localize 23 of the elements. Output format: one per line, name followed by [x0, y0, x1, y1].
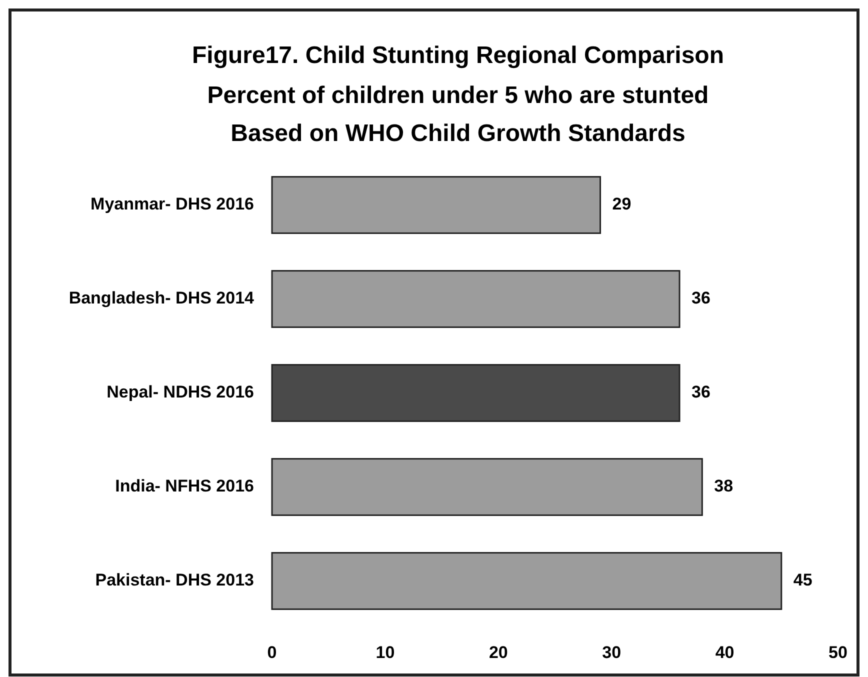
- x-tick-label: 20: [488, 643, 508, 662]
- data-label: 29: [612, 194, 632, 214]
- data-label: 36: [692, 288, 710, 308]
- bar: [271, 270, 680, 328]
- x-tick-label: 0: [267, 643, 277, 662]
- y-tick-label: Pakistan- DHS 2013: [95, 570, 254, 590]
- x-tick-label: 50: [828, 643, 848, 662]
- data-label: 38: [714, 476, 734, 496]
- data-label: 45: [793, 570, 812, 590]
- chart-subtitle: Percent of children under 5 who are stunted Based on WHO Child Growth Standards: [207, 82, 709, 147]
- y-tick-label: Nepal- NDHS 2016: [106, 382, 254, 402]
- bar: [271, 552, 782, 610]
- bar: [271, 458, 703, 516]
- x-tick-label: 40: [715, 643, 734, 662]
- chart-title: Figure17. Child Stunting Regional Comparison: [192, 42, 724, 69]
- x-tick-label: 10: [376, 643, 395, 662]
- data-label: 36: [692, 382, 710, 402]
- x-tick-label: 30: [602, 643, 622, 662]
- y-tick-label: Bangladesh- DHS 2014: [68, 288, 255, 308]
- y-tick-label: Myanmar- DHS 2016: [90, 194, 254, 214]
- bar: [271, 364, 680, 422]
- y-tick-label: India- NFHS 2016: [115, 476, 254, 496]
- bar: [271, 176, 602, 234]
